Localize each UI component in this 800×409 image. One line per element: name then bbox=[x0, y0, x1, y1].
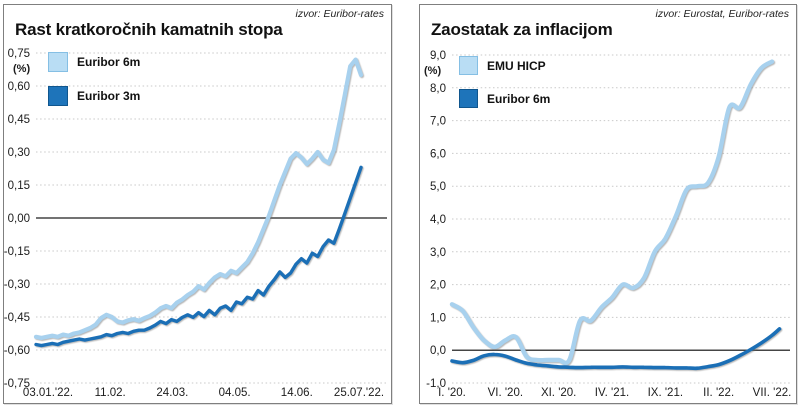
y-tick-label: 4,0 bbox=[430, 214, 446, 226]
y-tick-label: -1,0 bbox=[426, 378, 446, 390]
y-tick-label: 2,0 bbox=[430, 280, 446, 292]
legend-item: Euribor 3m bbox=[48, 86, 140, 106]
y-tick-label: 0,15 bbox=[8, 180, 30, 192]
y-tick-label: 0,0 bbox=[430, 345, 446, 357]
x-tick-label: 24.03. bbox=[156, 387, 188, 399]
legend-label: EMU HICP bbox=[487, 58, 546, 73]
y-tick-label: 8,0 bbox=[430, 83, 446, 95]
y-tick-label: -0,60 bbox=[4, 345, 30, 357]
series-line-emu-hicp bbox=[449, 59, 775, 366]
y-tick-label: -0,15 bbox=[4, 246, 30, 258]
x-tick-label: IV. '21. bbox=[595, 387, 629, 399]
y-tick-label: 0,60 bbox=[8, 81, 30, 93]
y-tick-label: 3,0 bbox=[430, 247, 446, 259]
y-tick-label: -0,75 bbox=[4, 378, 30, 390]
legend-label: Euribor 6m bbox=[487, 91, 551, 106]
y-tick-label: -0,30 bbox=[4, 279, 30, 291]
x-tick-label: 11.02. bbox=[95, 387, 126, 399]
y-tick-label: 1,0 bbox=[430, 312, 446, 324]
legend-label: Euribor 3m bbox=[77, 89, 141, 103]
legend-item: Euribor 6m bbox=[459, 89, 550, 108]
x-tick-label: VII. '22. bbox=[753, 387, 792, 399]
x-tick-label: IX. '21. bbox=[648, 387, 683, 399]
legend-swatch-euribor-6m bbox=[459, 89, 478, 108]
legend-swatch-euribor-3m bbox=[48, 86, 68, 106]
x-tick-label: II. '22. bbox=[703, 387, 734, 399]
source-label: izvor: Eurostat, Euribor-rates bbox=[655, 8, 789, 20]
x-tick-label: 03.01.'22. bbox=[23, 387, 73, 399]
legend-swatch-euribor-6m bbox=[48, 52, 68, 72]
x-tick-label: 14.06. bbox=[281, 387, 313, 399]
source-label: izvor: Euribor-rates bbox=[295, 8, 384, 20]
series-line-euribor-6m bbox=[450, 327, 782, 371]
y-tick-label: 0,30 bbox=[8, 147, 30, 159]
x-tick-label: XI. '20. bbox=[541, 387, 576, 399]
x-tick-label: 04.05. bbox=[219, 387, 251, 399]
y-tick-label: 9,0 bbox=[430, 50, 446, 62]
series-line-euribor-3m bbox=[34, 165, 363, 348]
legend: Euribor 6m Euribor 3m bbox=[48, 52, 140, 120]
y-tick-label: 0,75 bbox=[8, 48, 30, 60]
y-axis-unit-label: (%) bbox=[13, 63, 30, 75]
y-axis-unit-label: (%) bbox=[424, 65, 441, 77]
legend-swatch-emu-hicp bbox=[459, 56, 478, 75]
y-tick-label: -0,45 bbox=[4, 312, 30, 324]
series-line-euribor-6m bbox=[33, 57, 364, 340]
legend-label: Euribor 6m bbox=[77, 55, 141, 69]
chart-title: Rast kratkoročnih kamatnih stopa bbox=[15, 20, 283, 39]
legend-item: Euribor 6m bbox=[48, 52, 140, 72]
left-chart-panel: izvor: Euribor-rates Rast kratkoročnih k… bbox=[3, 4, 392, 404]
right-chart-canvas: 9,0 8,0 7,0 6,0 5,0 4,0 3,0 2,0 1,0 0,0 -1,0 (%) I. … bbox=[424, 50, 792, 399]
right-chart-panel: izvor: Eurostat, Euribor-rates Zaostatak… bbox=[419, 4, 797, 404]
legend-item: EMU HICP bbox=[459, 56, 550, 75]
y-tick-label: 0,00 bbox=[8, 213, 30, 225]
chart-title: Zaostatak za inflacijom bbox=[431, 20, 613, 39]
legend: EMU HICP Euribor 6m bbox=[459, 56, 550, 122]
x-tick-label: VI. '20. bbox=[488, 387, 523, 399]
y-tick-label: 7,0 bbox=[430, 116, 446, 128]
x-tick-label: I. '20. bbox=[438, 387, 466, 399]
y-tick-label: 5,0 bbox=[430, 181, 446, 193]
y-tick-label: 0,45 bbox=[8, 114, 30, 126]
left-chart-canvas: 0,75 0,60 0,45 0,30 0,15 0,00 -0,15 -0,30 -0,45 -… bbox=[4, 48, 387, 399]
y-tick-label: 6,0 bbox=[430, 148, 446, 160]
x-tick-label: 25.07.'22. bbox=[334, 387, 384, 399]
